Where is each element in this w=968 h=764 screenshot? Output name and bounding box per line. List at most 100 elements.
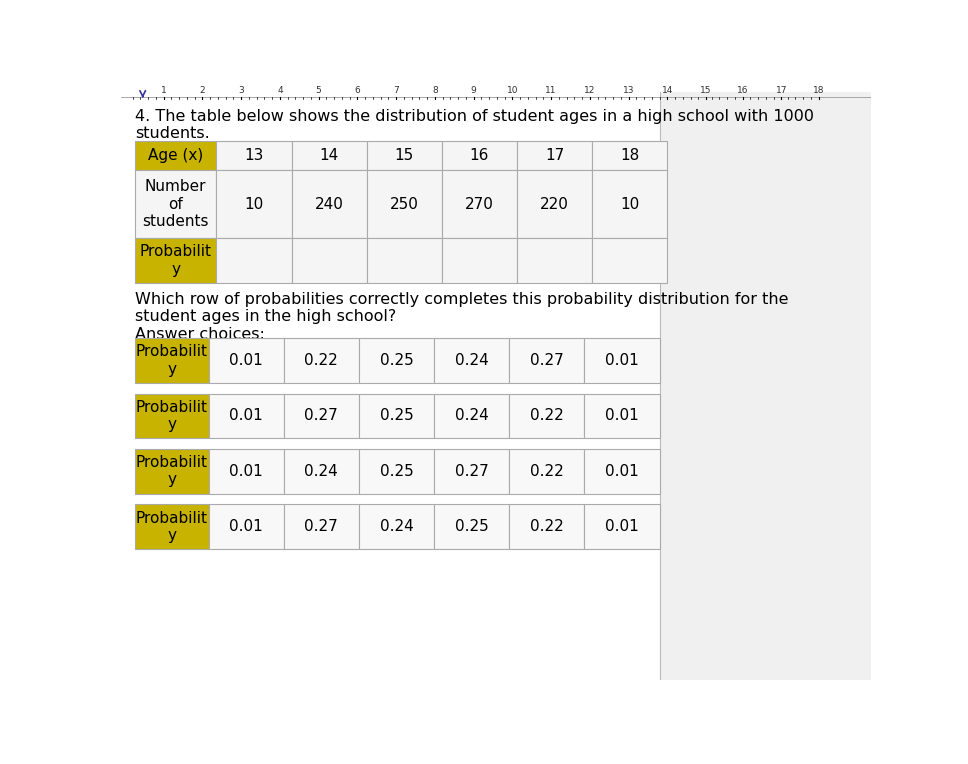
Text: 0.25: 0.25 xyxy=(379,464,413,479)
Text: 220: 220 xyxy=(540,196,569,212)
Bar xyxy=(291,238,367,283)
Bar xyxy=(135,393,208,439)
Text: 7: 7 xyxy=(393,86,399,95)
Bar xyxy=(359,338,434,383)
Bar xyxy=(208,338,284,383)
Bar xyxy=(585,393,659,439)
Text: 0.27: 0.27 xyxy=(305,520,338,534)
Text: 0.01: 0.01 xyxy=(229,408,263,423)
Text: Probabilit
y: Probabilit y xyxy=(136,345,208,377)
Text: 0.27: 0.27 xyxy=(305,408,338,423)
Bar xyxy=(135,238,216,283)
Text: 15: 15 xyxy=(395,148,414,163)
Text: 17: 17 xyxy=(545,148,564,163)
Bar xyxy=(592,141,667,170)
Text: 0.22: 0.22 xyxy=(530,464,563,479)
Text: 12: 12 xyxy=(584,86,595,95)
Text: 17: 17 xyxy=(775,86,787,95)
Bar xyxy=(284,504,359,549)
Text: 0.01: 0.01 xyxy=(605,408,639,423)
Text: Number
of
students: Number of students xyxy=(142,180,209,229)
Text: 0.01: 0.01 xyxy=(605,520,639,534)
Bar xyxy=(509,449,585,494)
Text: Probabilit
y: Probabilit y xyxy=(136,400,208,432)
Bar xyxy=(592,170,667,238)
Bar xyxy=(585,449,659,494)
Text: Which row of probabilities correctly completes this probability distribution for: Which row of probabilities correctly com… xyxy=(135,292,789,324)
Text: 18: 18 xyxy=(813,86,824,95)
Text: 0.25: 0.25 xyxy=(455,520,489,534)
Text: 4: 4 xyxy=(277,86,283,95)
Text: 2: 2 xyxy=(199,86,205,95)
Text: 0.25: 0.25 xyxy=(379,353,413,368)
Text: 10: 10 xyxy=(506,86,518,95)
Text: 0.01: 0.01 xyxy=(229,353,263,368)
Text: 0.24: 0.24 xyxy=(455,408,489,423)
Text: 0.25: 0.25 xyxy=(379,408,413,423)
Bar xyxy=(359,393,434,439)
Text: 0.01: 0.01 xyxy=(605,464,639,479)
Text: 0.27: 0.27 xyxy=(455,464,489,479)
Text: 10: 10 xyxy=(620,196,640,212)
Bar xyxy=(434,393,509,439)
Text: 250: 250 xyxy=(390,196,419,212)
Bar xyxy=(284,338,359,383)
Text: 0.27: 0.27 xyxy=(530,353,563,368)
Text: 11: 11 xyxy=(545,86,557,95)
Text: Age (x): Age (x) xyxy=(148,148,203,163)
Text: 1: 1 xyxy=(161,86,166,95)
Text: Answer choices:: Answer choices: xyxy=(135,326,265,342)
Text: Probabilit
y: Probabilit y xyxy=(139,244,212,277)
Bar xyxy=(517,238,592,283)
Bar xyxy=(434,504,509,549)
Text: 10: 10 xyxy=(244,196,263,212)
Bar xyxy=(135,449,208,494)
Text: 4. The table below shows the distribution of student ages in a high school with : 4. The table below shows the distributio… xyxy=(135,108,814,141)
Bar xyxy=(284,449,359,494)
Bar xyxy=(434,338,509,383)
Bar xyxy=(509,338,585,383)
Bar xyxy=(135,338,208,383)
Text: 5: 5 xyxy=(316,86,321,95)
Bar xyxy=(441,141,517,170)
Text: 0.01: 0.01 xyxy=(229,520,263,534)
Text: 6: 6 xyxy=(354,86,360,95)
Text: Probabilit
y: Probabilit y xyxy=(136,455,208,487)
Bar xyxy=(216,141,291,170)
Bar xyxy=(585,338,659,383)
Bar xyxy=(367,238,441,283)
Text: 0.22: 0.22 xyxy=(305,353,338,368)
Bar xyxy=(121,92,659,680)
Text: 8: 8 xyxy=(432,86,438,95)
Text: 0.22: 0.22 xyxy=(530,520,563,534)
Text: 0.24: 0.24 xyxy=(379,520,413,534)
Bar xyxy=(284,393,359,439)
Bar xyxy=(216,238,291,283)
Bar xyxy=(509,504,585,549)
Bar xyxy=(441,238,517,283)
Bar xyxy=(135,170,216,238)
Bar xyxy=(441,170,517,238)
Bar xyxy=(367,170,441,238)
Text: 0.24: 0.24 xyxy=(305,464,338,479)
Bar xyxy=(135,141,216,170)
Bar xyxy=(585,504,659,549)
Bar xyxy=(208,393,284,439)
Text: 14: 14 xyxy=(662,86,673,95)
Bar xyxy=(509,393,585,439)
Text: 0.01: 0.01 xyxy=(229,464,263,479)
Bar xyxy=(216,170,291,238)
Bar xyxy=(208,449,284,494)
Bar xyxy=(208,504,284,549)
Text: 13: 13 xyxy=(622,86,634,95)
Bar xyxy=(359,504,434,549)
Bar xyxy=(592,238,667,283)
Text: 3: 3 xyxy=(238,86,244,95)
Bar xyxy=(367,141,441,170)
Text: 0.22: 0.22 xyxy=(530,408,563,423)
Text: Probabilit
y: Probabilit y xyxy=(136,510,208,543)
Bar xyxy=(517,170,592,238)
Text: 18: 18 xyxy=(620,148,640,163)
Text: 0.01: 0.01 xyxy=(605,353,639,368)
Bar xyxy=(434,449,509,494)
